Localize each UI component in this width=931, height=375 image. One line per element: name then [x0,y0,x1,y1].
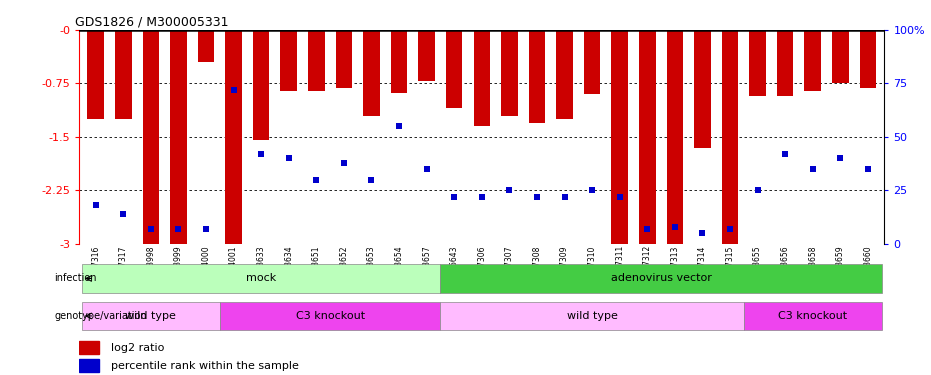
Text: adenovirus vector: adenovirus vector [611,273,711,284]
Bar [501,30,518,115]
Bar [335,30,352,88]
Bar [142,30,159,244]
Bar [446,30,463,108]
Bar [584,30,600,94]
Text: wild type: wild type [126,311,176,321]
Bar [82,302,220,330]
Bar [832,30,848,84]
Bar [440,302,744,330]
Text: wild type: wild type [567,311,617,321]
Bar [612,30,628,244]
Bar [667,30,683,244]
Bar [88,30,104,119]
Bar [363,30,380,115]
Bar [115,30,131,119]
Bar [749,30,766,96]
Bar [639,30,655,244]
Bar [418,30,435,81]
Bar [695,30,710,148]
Bar [804,30,821,91]
Bar [79,341,100,354]
Text: mock: mock [246,273,277,284]
Text: genotype/variation: genotype/variation [54,311,147,321]
Bar [220,302,440,330]
Bar [391,30,408,93]
Bar [170,30,187,244]
Bar [440,264,882,293]
Bar [722,30,738,244]
Bar [744,302,882,330]
Text: infection: infection [54,273,97,284]
Bar [253,30,269,141]
Text: C3 knockout: C3 knockout [295,311,365,321]
Bar [82,264,440,293]
Text: log2 ratio: log2 ratio [112,343,165,353]
Bar [308,30,325,91]
Bar [556,30,573,119]
Text: C3 knockout: C3 knockout [778,311,847,321]
Bar [474,30,490,126]
Bar [776,30,793,96]
Bar [280,30,297,91]
Bar [529,30,546,123]
Text: GDS1826 / M300005331: GDS1826 / M300005331 [75,16,229,29]
Bar [225,30,242,244]
Bar [859,30,876,88]
Bar [197,30,214,62]
Text: percentile rank within the sample: percentile rank within the sample [112,361,299,370]
Bar [79,359,100,372]
